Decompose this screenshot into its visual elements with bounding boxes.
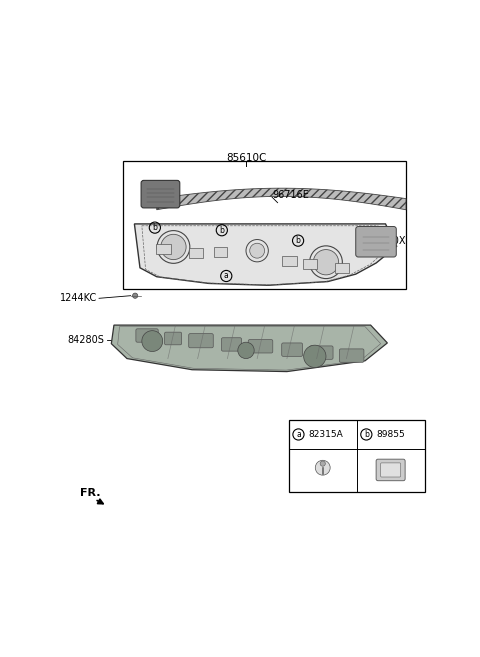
FancyBboxPatch shape: [248, 340, 273, 353]
FancyBboxPatch shape: [156, 244, 171, 254]
Circle shape: [304, 345, 326, 367]
Text: b: b: [364, 430, 369, 439]
FancyBboxPatch shape: [310, 346, 333, 359]
Text: 85620X: 85620X: [369, 236, 406, 246]
FancyBboxPatch shape: [141, 181, 180, 208]
Text: 82315A: 82315A: [308, 430, 343, 439]
Circle shape: [250, 243, 264, 258]
Text: FR.: FR.: [81, 488, 101, 499]
Text: 85630X: 85630X: [142, 190, 179, 200]
FancyBboxPatch shape: [190, 248, 203, 258]
Text: 1244KC: 1244KC: [60, 293, 97, 304]
FancyBboxPatch shape: [339, 349, 364, 362]
Text: a: a: [224, 271, 228, 281]
FancyBboxPatch shape: [303, 260, 317, 269]
Text: b: b: [296, 236, 300, 245]
Circle shape: [142, 330, 163, 351]
FancyBboxPatch shape: [282, 256, 297, 265]
Polygon shape: [111, 325, 387, 372]
FancyBboxPatch shape: [381, 463, 401, 477]
FancyBboxPatch shape: [335, 263, 348, 273]
Circle shape: [313, 250, 338, 275]
Polygon shape: [134, 224, 396, 285]
FancyBboxPatch shape: [123, 161, 406, 289]
Circle shape: [315, 461, 330, 475]
FancyBboxPatch shape: [289, 420, 424, 493]
FancyBboxPatch shape: [189, 334, 213, 348]
Text: 85610C: 85610C: [226, 152, 266, 162]
Circle shape: [161, 235, 186, 260]
Text: 84280S: 84280S: [68, 335, 105, 345]
Text: b: b: [219, 226, 224, 235]
Circle shape: [320, 461, 325, 466]
Text: 89855: 89855: [376, 430, 405, 439]
Circle shape: [132, 293, 138, 298]
FancyBboxPatch shape: [165, 332, 181, 345]
Text: a: a: [296, 430, 301, 439]
FancyBboxPatch shape: [136, 328, 158, 342]
FancyBboxPatch shape: [215, 247, 227, 257]
FancyBboxPatch shape: [221, 338, 241, 351]
FancyBboxPatch shape: [282, 343, 302, 356]
Text: 96716E: 96716E: [272, 190, 309, 200]
FancyBboxPatch shape: [356, 227, 396, 257]
FancyBboxPatch shape: [376, 459, 405, 481]
Polygon shape: [156, 188, 406, 210]
Circle shape: [238, 342, 254, 359]
Text: b: b: [153, 223, 157, 232]
